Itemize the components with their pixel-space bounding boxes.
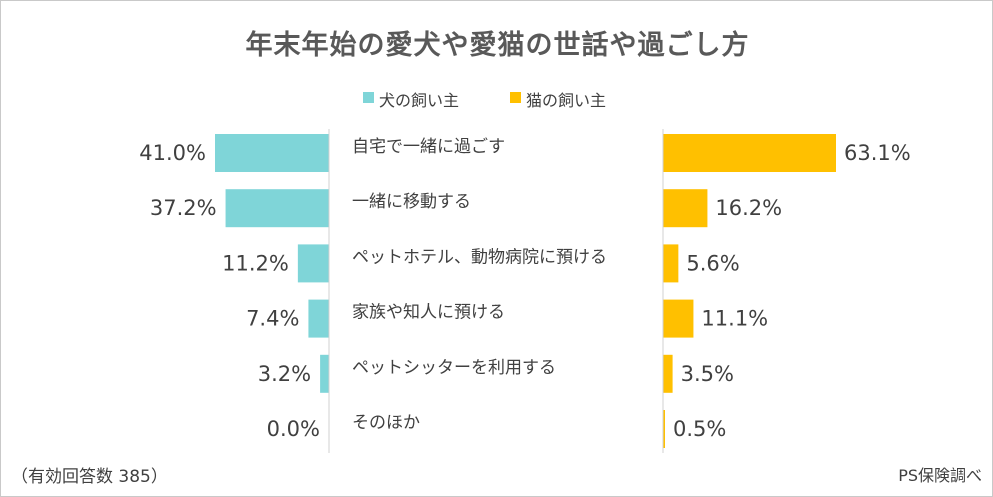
chart-title: 年末年始の愛犬や愛猫の世話や過ごし方 bbox=[245, 30, 750, 61]
dog-value-label-1: 41.0% bbox=[139, 141, 206, 165]
legend: 犬の飼い主 猫の飼い主 bbox=[1, 85, 992, 110]
cat-value-label-5: 3.5% bbox=[681, 362, 734, 386]
category-label-1: 自宅で一緒に過ごす bbox=[352, 137, 505, 157]
cat-value-label-4: 11.1% bbox=[701, 307, 768, 331]
legend-swatch-dog bbox=[363, 92, 374, 103]
dog-bar-3 bbox=[297, 244, 329, 283]
category-label-5: ペットシッターを利用する bbox=[352, 358, 556, 378]
category-label-3: ペットホテル、動物病院に預ける bbox=[352, 247, 607, 267]
cat-value-label-2: 16.2% bbox=[715, 196, 782, 220]
cat-value-label-6: 0.5% bbox=[673, 417, 726, 441]
dog-value-label-6: 0.0% bbox=[267, 417, 320, 441]
cat-value-label-1: 63.1% bbox=[844, 141, 911, 165]
category-label-2: 一緒に移動する bbox=[352, 192, 471, 212]
dog-bar-4 bbox=[308, 299, 329, 338]
legend-swatch-cat bbox=[510, 92, 521, 103]
cat-bar-4 bbox=[663, 299, 694, 338]
footnote: （有効回答数 385） bbox=[11, 467, 168, 487]
legend-label-dog: 犬の飼い主 bbox=[379, 91, 460, 110]
category-label-4: 家族や知人に預ける bbox=[352, 303, 505, 323]
category-label-6: そのほか bbox=[352, 413, 420, 433]
cat-bar-3 bbox=[663, 244, 679, 283]
dog-value-label-2: 37.2% bbox=[150, 196, 217, 220]
source-credit: PS保険調べ bbox=[898, 466, 982, 485]
cat-bar-5 bbox=[663, 354, 673, 393]
dog-bar-5 bbox=[320, 354, 329, 393]
legend-label-cat: 猫の飼い主 bbox=[526, 91, 607, 110]
cat-bar-1 bbox=[663, 134, 836, 172]
dog-value-label-3: 11.2% bbox=[222, 251, 289, 275]
cat-value-label-3: 5.6% bbox=[686, 251, 739, 275]
dog-value-label-5: 3.2% bbox=[258, 362, 311, 386]
dog-bar-1 bbox=[215, 134, 329, 172]
dog-value-label-4: 7.4% bbox=[246, 307, 299, 331]
cat-bar-6 bbox=[663, 410, 665, 448]
cat-bar-2 bbox=[663, 189, 708, 228]
dog-bar-2 bbox=[225, 189, 329, 228]
